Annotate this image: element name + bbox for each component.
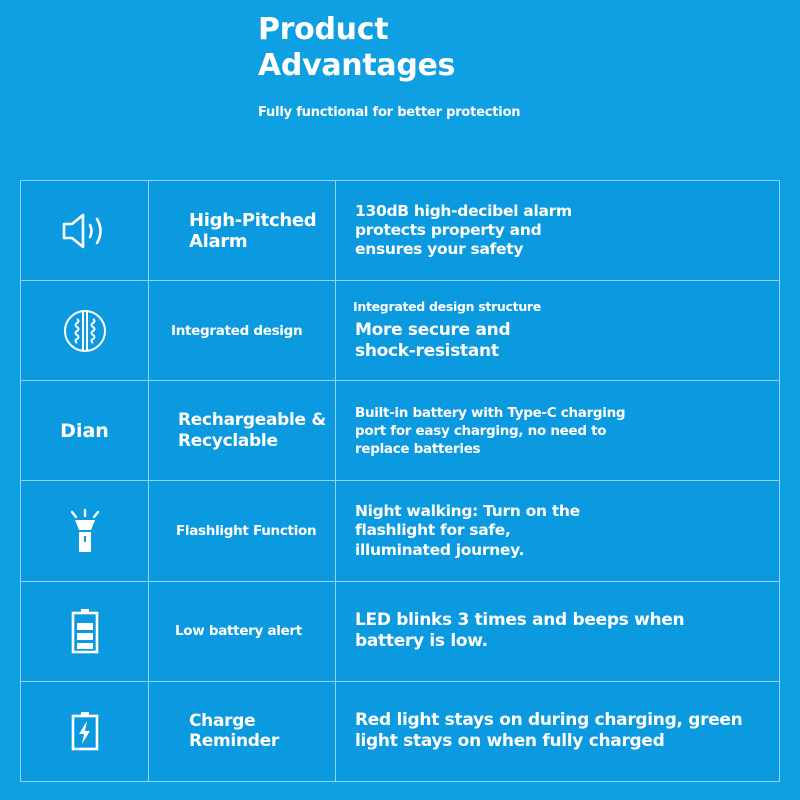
dian-label: Dian bbox=[20, 380, 149, 482]
icon-cell bbox=[20, 480, 149, 582]
table-row: Dian Rechargeable & Recyclable Built-in … bbox=[20, 380, 780, 482]
title-line-2: Advantages bbox=[258, 48, 456, 83]
feature-name: Flashlight Function bbox=[148, 480, 336, 582]
charging-battery-icon bbox=[71, 712, 98, 751]
feature-name: Integrated design bbox=[148, 280, 336, 382]
page-title: Product Advantages bbox=[258, 12, 455, 84]
icon-cell bbox=[20, 580, 149, 682]
table-row: Integrated design Integrated design stru… bbox=[20, 280, 780, 382]
feature-subheading: Integrated design structure bbox=[353, 299, 541, 315]
feature-description: Night walking: Turn on the flashlight fo… bbox=[335, 480, 780, 582]
feature-description-cell: Integrated design structure More secure … bbox=[335, 280, 780, 382]
feature-name: Rechargeable & Recyclable bbox=[148, 380, 336, 482]
subtitle: Fully functional for better protection bbox=[258, 105, 521, 120]
title-line-1: Product bbox=[258, 12, 389, 47]
feature-description: 130dB high-decibel alarm protects proper… bbox=[335, 179, 780, 282]
feature-name: Charge Reminder bbox=[148, 680, 336, 783]
table-row: High-Pitched Alarm 130dB high-decibel al… bbox=[20, 179, 780, 282]
advantages-table: High-Pitched Alarm 130dB high-decibel al… bbox=[20, 179, 780, 783]
battery-icon bbox=[71, 609, 98, 654]
table-row: Charge Reminder Red light stays on durin… bbox=[20, 680, 780, 783]
feature-description: More secure and shock-resistant bbox=[355, 320, 511, 362]
table-row: Flashlight Function Night walking: Turn … bbox=[20, 480, 780, 582]
feature-description: Red light stays on during charging, gree… bbox=[335, 680, 780, 783]
icon-cell bbox=[20, 280, 149, 382]
flashlight-icon bbox=[70, 508, 99, 553]
icon-cell bbox=[20, 680, 149, 783]
feature-name: Low battery alert bbox=[148, 580, 336, 682]
speaker-icon bbox=[62, 213, 102, 248]
feature-name: High-Pitched Alarm bbox=[148, 179, 336, 282]
feature-description: LED blinks 3 times and beeps when batter… bbox=[335, 580, 780, 682]
icon-cell bbox=[20, 179, 149, 282]
table-row: Low battery alert LED blinks 3 times and… bbox=[20, 580, 780, 682]
integrated-design-icon bbox=[63, 309, 106, 352]
feature-description: Built-in battery with Type-C charging po… bbox=[335, 380, 780, 482]
